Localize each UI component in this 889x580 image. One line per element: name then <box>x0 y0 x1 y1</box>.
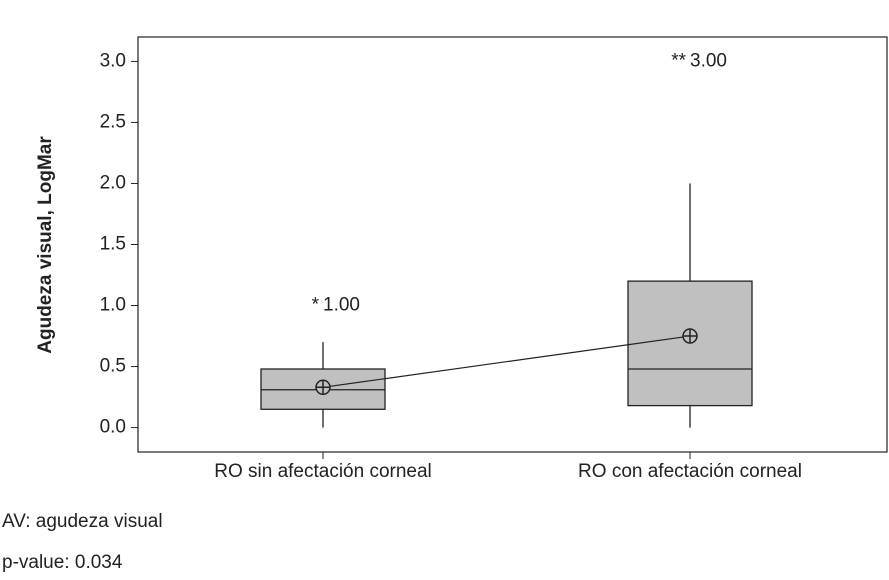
y-tick-label: 3.0 <box>100 50 126 71</box>
note: AV: agudeza visual <box>2 511 163 532</box>
outlier-marker: * <box>312 295 320 316</box>
mean-cross <box>316 380 330 395</box>
x-tick-label: RO con afectación corneal <box>578 461 802 482</box>
outlier-label: 3.00 <box>690 50 727 71</box>
y-tick-label: 2.5 <box>100 111 126 132</box>
mean-line <box>322 335 691 388</box>
note: p-value: 0.034 <box>2 552 123 573</box>
y-tick-label: 2.0 <box>100 172 126 193</box>
y-axis-label: Agudeza visual, LogMar <box>35 136 56 354</box>
y-tick-label: 1.0 <box>100 295 126 316</box>
mean-cross <box>683 329 697 344</box>
outlier-marker: ** <box>671 50 686 71</box>
x-tick-label: RO sin afectación corneal <box>214 461 432 482</box>
outlier-label: 1.00 <box>323 295 360 316</box>
y-tick-label: 0.0 <box>100 417 126 438</box>
plot-frame <box>137 36 888 453</box>
y-tick-label: 1.5 <box>100 234 126 255</box>
y-tick-label: 0.5 <box>100 356 126 377</box>
